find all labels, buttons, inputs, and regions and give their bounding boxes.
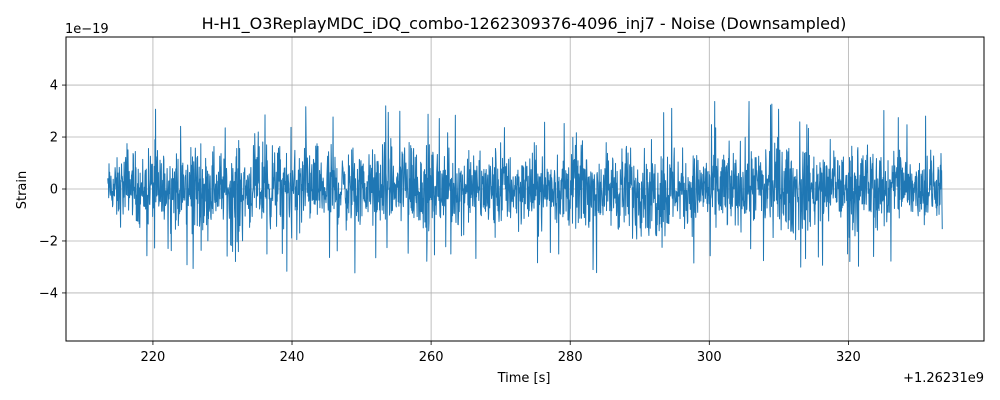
y-tick-label: −4 [39, 286, 58, 301]
x-tick-label: 260 [419, 350, 444, 365]
x-tick-label: 240 [280, 350, 305, 365]
x-offset-label: +1.26231e9 [903, 371, 984, 386]
y-tick-label: 2 [50, 131, 58, 146]
x-tick-label: 280 [558, 350, 583, 365]
x-tick-label: 320 [836, 350, 861, 365]
y-tick-label: −2 [39, 234, 58, 249]
y-axis-label: Strain [15, 171, 30, 210]
y-tick-label: 4 [50, 79, 58, 94]
chart-title: H-H1_O3ReplayMDC_iDQ_combo-1262309376-40… [202, 14, 847, 34]
y-scale-label: 1e−19 [65, 22, 109, 37]
strain-series-line [107, 100, 943, 274]
y-tick-label: 0 [50, 183, 58, 198]
x-axis-label: Time [s] [497, 371, 551, 386]
series-layer [107, 100, 943, 274]
x-tick-label: 300 [697, 350, 722, 365]
x-tick-label: 220 [141, 350, 166, 365]
ticks-layer: 220 240 260 280 300 320 −4 −2 0 2 4 [39, 79, 861, 365]
